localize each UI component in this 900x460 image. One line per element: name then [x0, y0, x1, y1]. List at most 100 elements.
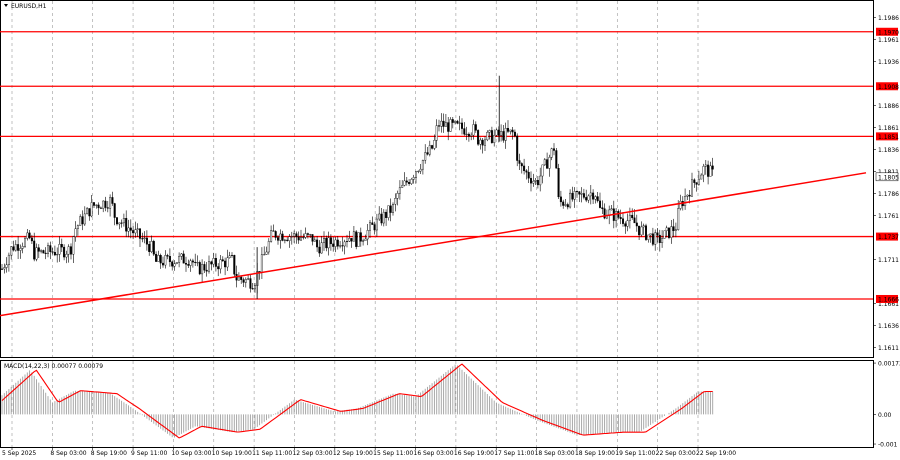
candle-body — [569, 192, 572, 208]
candle-body — [240, 276, 243, 280]
candle-body — [686, 194, 689, 197]
time-label: 16 Sep 19:00 — [454, 450, 494, 457]
candle-body — [587, 195, 590, 201]
candle-body — [695, 182, 698, 185]
candle-body — [233, 254, 236, 275]
candle-body — [502, 131, 505, 141]
candle-body — [707, 164, 710, 177]
symbol-dropdown-icon[interactable] — [4, 4, 8, 7]
candle-body — [194, 261, 197, 263]
candle-body — [346, 241, 349, 243]
candle-body — [576, 191, 579, 193]
candle-body — [635, 222, 638, 227]
candle-body — [226, 257, 229, 268]
candle-body — [53, 251, 56, 256]
candle-body — [693, 179, 696, 183]
candle-body — [647, 234, 650, 240]
price-label: 1.1936 — [878, 59, 899, 66]
candle-body — [651, 233, 654, 245]
candle-body — [95, 204, 98, 206]
candle-body — [217, 266, 220, 270]
candle-body — [366, 230, 369, 240]
candle-body — [214, 258, 217, 267]
price-label: 1.1786 — [878, 191, 899, 198]
symbol-label: EURUSD,H1 — [11, 3, 47, 10]
candle-body — [405, 180, 408, 183]
candle-body — [134, 229, 137, 234]
current-price-label: 1.1805 — [878, 174, 899, 181]
candle-body — [458, 122, 461, 124]
current-price-tag-bg — [875, 172, 899, 182]
candle-body — [242, 279, 245, 283]
candle-body — [401, 185, 404, 188]
candle-body — [10, 246, 13, 256]
trendline[interactable] — [0, 172, 867, 317]
candle-body — [187, 264, 190, 266]
price-label: 1.1836 — [878, 147, 899, 154]
candlestick-series — [1, 75, 714, 299]
level-tag-bg — [876, 294, 898, 303]
level-tag-label: 1.1737 — [878, 234, 899, 241]
candle-body — [451, 119, 454, 123]
candle-body — [339, 245, 342, 247]
candle-body — [320, 242, 323, 254]
candle-body — [56, 254, 59, 256]
candle-body — [118, 222, 121, 225]
candle-body — [564, 204, 567, 206]
time-label: 22 Sep 03:00 — [656, 450, 696, 457]
time-label: 5 Sep 2025 — [2, 450, 36, 457]
level-tag-bg — [876, 232, 898, 241]
candle-body — [525, 170, 528, 173]
candle-body — [17, 244, 20, 251]
candle-body — [626, 220, 629, 227]
candle-body — [638, 225, 641, 236]
candle-body — [571, 192, 574, 200]
candle-body — [159, 255, 162, 264]
candle-body — [249, 278, 252, 289]
candle-body — [288, 236, 291, 241]
time-label: 10 Sep 03:00 — [171, 450, 211, 457]
candle-body — [359, 232, 362, 242]
candle-body — [244, 279, 247, 283]
candle-body — [336, 239, 339, 247]
candle-body — [30, 237, 33, 242]
candle-body — [293, 233, 296, 237]
candle-body — [127, 227, 130, 232]
candle-body — [129, 227, 132, 231]
candle-body — [470, 134, 473, 137]
candle-body — [396, 193, 399, 199]
candle-body — [104, 200, 107, 208]
candle-body — [224, 260, 227, 268]
time-label: 19 Sep 11:00 — [615, 450, 655, 457]
candle-body — [152, 241, 155, 255]
candle-body — [622, 218, 625, 224]
candle-body — [493, 134, 496, 143]
price-axis: 1.1986 1.1961 1.1936 1.1886 1.1861 1.1836 1.18… — [873, 15, 899, 352]
candle-body — [456, 120, 459, 124]
candle-body — [329, 237, 332, 245]
candle-body — [251, 288, 254, 290]
candle-body — [463, 128, 466, 135]
candle-body — [631, 214, 634, 219]
price-label: 1.1761 — [878, 213, 899, 220]
candle-body — [415, 171, 418, 178]
candle-body — [157, 255, 160, 262]
candle-body — [511, 129, 514, 133]
macd-panel-frame — [0, 360, 874, 448]
candle-body — [509, 129, 512, 132]
candle-body — [440, 120, 443, 127]
candle-body — [67, 246, 70, 255]
candle-body — [125, 218, 128, 232]
level-tag-bg — [876, 27, 898, 36]
candle-body — [431, 145, 434, 149]
macd-series — [1, 363, 714, 439]
candle-body — [523, 165, 526, 171]
candle-body — [3, 267, 6, 270]
candle-body — [481, 139, 484, 146]
candle-body — [109, 197, 112, 209]
candle-body — [504, 128, 507, 141]
horizontal-levels[interactable] — [0, 31, 873, 300]
candle-body — [210, 261, 213, 265]
